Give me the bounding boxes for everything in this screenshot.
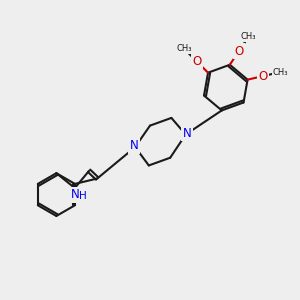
Text: O: O bbox=[192, 55, 201, 68]
Text: O: O bbox=[234, 45, 243, 58]
Text: CH₃: CH₃ bbox=[272, 68, 288, 77]
Text: CH₃: CH₃ bbox=[241, 32, 256, 41]
Text: N: N bbox=[130, 139, 138, 152]
Text: H: H bbox=[79, 191, 87, 201]
Text: CH₃: CH₃ bbox=[177, 44, 192, 53]
Text: N: N bbox=[71, 188, 80, 201]
Text: O: O bbox=[258, 70, 268, 83]
Text: N: N bbox=[182, 127, 191, 140]
